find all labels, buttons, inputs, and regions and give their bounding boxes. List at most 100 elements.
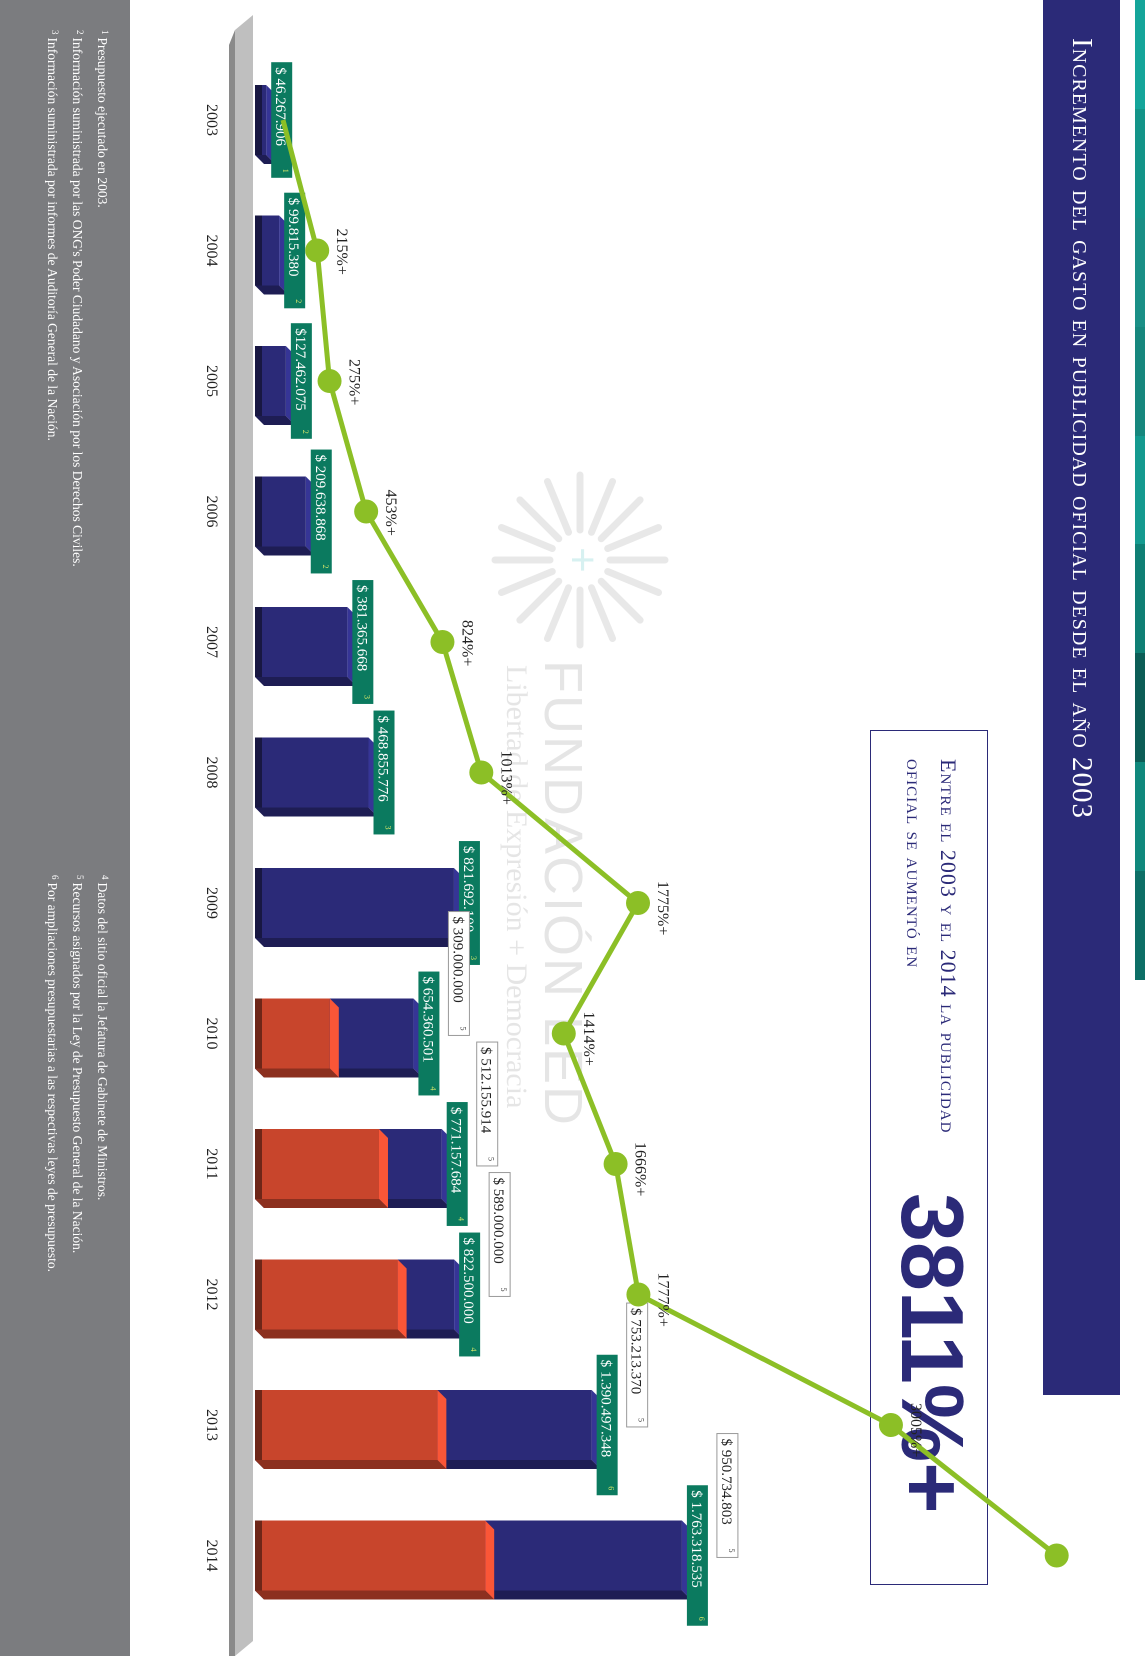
watermark-ray xyxy=(497,523,556,553)
label-box xyxy=(418,971,440,1096)
growth-point xyxy=(878,1413,903,1437)
watermark-ray xyxy=(543,584,573,643)
budget-value-label: $ 512.155.914 5 xyxy=(476,1041,499,1167)
bar-value-label: $ 822.500.000 4 xyxy=(459,1232,481,1357)
navy-bar-2003-side xyxy=(255,155,276,164)
growth-label: 3005%+ xyxy=(907,1403,924,1457)
bar-value-label: $ 1.763.318.535 6 xyxy=(686,1485,708,1626)
navy-bar-2004-side xyxy=(255,285,289,295)
bar-value-label: $ 771.157.684 4 xyxy=(446,1102,468,1226)
orange-bar-2012-base xyxy=(255,1259,262,1330)
orange-bar-2013-side xyxy=(255,1460,447,1469)
orange-bar-2012-top xyxy=(397,1259,407,1339)
orange-bar-2014 xyxy=(255,1520,495,1600)
x-tick-label: 2003 xyxy=(203,104,220,136)
bar-value-label: $ 654.360.501 4 xyxy=(418,971,440,1096)
footnote-text: Información suministrada por las ONG's P… xyxy=(70,37,85,567)
footnote-4: 4 Datos del sitio oficial la Jefatura de … xyxy=(91,875,116,1272)
label-note: 2 xyxy=(294,299,303,303)
footnotes-right: 4 Datos del sitio oficial la Jefatura de … xyxy=(41,875,116,1272)
navy-bar-2006 xyxy=(255,476,315,556)
growth-point xyxy=(603,1152,628,1176)
bar-value-label: $ 1.390.497.348 6 xyxy=(596,1354,618,1496)
growth-label: 453%+ xyxy=(382,490,399,536)
label-text: $ 822.500.000 xyxy=(460,1238,476,1324)
watermark-ray xyxy=(597,577,644,624)
budget-value-label: $ 309.000.000 5 xyxy=(447,911,470,1036)
navy-bar-2004 xyxy=(255,215,289,295)
footnote-text: Presupuesto ejecutado en 2003. xyxy=(95,37,110,208)
navy-bar-2008-front xyxy=(255,737,369,808)
navy-bar-2007-front xyxy=(254,607,348,677)
label-text: $ 589.000.000 xyxy=(490,1178,506,1264)
navy-bar-2007 xyxy=(254,607,357,686)
watermark-name: FUNDACIÓN LED xyxy=(533,660,593,1127)
label-text: $ 381.365.668 xyxy=(353,585,369,671)
label-text: $ 99.815.380 xyxy=(285,198,301,277)
label-box xyxy=(488,1172,511,1297)
footnote-5: 5 Recursos asignados por la Ley de Presup… xyxy=(66,875,91,1272)
navy-bar-2005-base xyxy=(255,346,262,416)
label-box xyxy=(716,1433,739,1558)
label-box xyxy=(459,1232,481,1357)
label-text: $ 468.855.776 xyxy=(375,716,391,803)
orange-bar-2013-base xyxy=(255,1390,262,1460)
navy-bar-2003-base xyxy=(255,85,262,155)
watermark-ray xyxy=(587,477,617,536)
growth-point xyxy=(626,891,651,915)
growth-point xyxy=(551,1021,576,1046)
label-text: $ 821.692.100 xyxy=(460,846,476,932)
footnote-number: 1 xyxy=(100,30,110,35)
growth-point xyxy=(469,760,494,785)
label-box xyxy=(373,710,395,835)
chart-floor-edge xyxy=(229,30,235,1656)
navy-bar-2006-base xyxy=(255,476,262,547)
orange-bar-2012-front xyxy=(254,1259,398,1330)
bar-value-label: $ 99.815.380 2 xyxy=(284,192,306,309)
footnote-number: 6 xyxy=(50,875,60,880)
label-note: 4 xyxy=(469,1347,478,1351)
growth-label: 1666%+ xyxy=(632,1142,649,1196)
label-text: $ 1.763.318.535 xyxy=(688,1490,704,1588)
navy-bar-2005 xyxy=(255,346,295,425)
budget-value-label: $ 753.213.370 5 xyxy=(626,1302,649,1428)
label-box xyxy=(447,911,470,1036)
label-note: 5 xyxy=(487,1157,496,1161)
navy-bar-2007-base xyxy=(255,607,262,677)
x-tick-label: 2014 xyxy=(203,1540,220,1572)
orange-bar-2014-base xyxy=(255,1520,262,1591)
orange-bar-2013 xyxy=(255,1390,447,1469)
growth-label: 1775%+ xyxy=(654,881,671,935)
growth-label: 824%+ xyxy=(458,620,475,666)
orange-bar-2011-top xyxy=(378,1129,388,1208)
navy-bar-2006-front xyxy=(255,476,306,547)
footnote-number: 2 xyxy=(75,30,85,35)
orange-bar-2014-top xyxy=(485,1520,495,1600)
footnote-text: Por ampliaciones presupuestarias a las r… xyxy=(45,882,60,1273)
navy-bar-2009 xyxy=(254,868,463,947)
footnote-text: Información suministrada por informes de… xyxy=(45,37,60,441)
growth-point xyxy=(1044,1543,1069,1568)
x-tick-label: 2009 xyxy=(203,887,220,919)
footnote-2: 2 Información suministrada por las ONG's … xyxy=(66,30,91,567)
label-note: 5 xyxy=(727,1548,736,1552)
footnote-number: 5 xyxy=(75,875,85,880)
orange-bar-2012 xyxy=(254,1259,407,1339)
label-box xyxy=(290,323,312,439)
growth-point xyxy=(305,238,330,263)
watermark-plus: + xyxy=(558,547,607,573)
label-note: 3 xyxy=(362,695,371,699)
orange-bar-2014-front xyxy=(255,1520,486,1591)
watermark-ray xyxy=(604,523,663,553)
watermark-ray xyxy=(587,584,617,643)
growth-label: 215%+ xyxy=(333,229,350,275)
watermark-ray xyxy=(597,496,644,543)
label-text: $ 209.638.868 xyxy=(312,455,328,541)
x-tick-label: 2006 xyxy=(203,496,220,528)
orange-bar-2011-front xyxy=(255,1129,379,1199)
navy-bar-2008-side xyxy=(255,807,378,817)
